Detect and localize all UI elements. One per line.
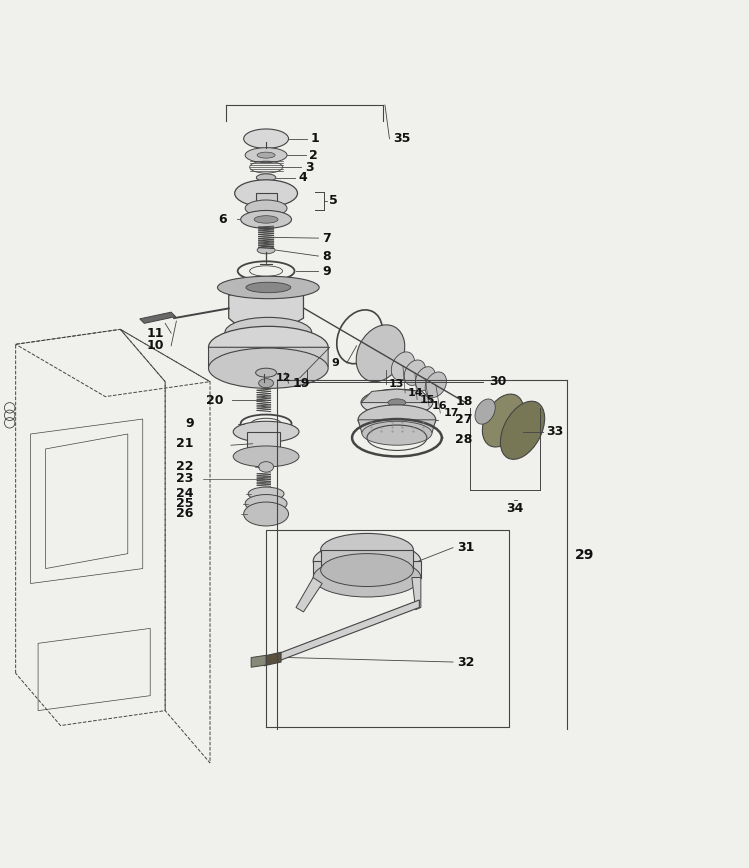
Text: 32: 32 (457, 655, 474, 668)
Text: 2: 2 (309, 148, 318, 161)
Text: 6: 6 (218, 213, 226, 226)
Ellipse shape (246, 282, 291, 293)
Text: 24: 24 (176, 487, 193, 500)
Polygon shape (313, 561, 421, 577)
Ellipse shape (245, 200, 287, 216)
Ellipse shape (404, 360, 425, 385)
Polygon shape (361, 389, 433, 403)
Text: 14: 14 (408, 388, 424, 398)
Text: 13: 13 (389, 379, 404, 389)
Ellipse shape (256, 174, 276, 181)
Ellipse shape (313, 558, 421, 597)
Text: 20: 20 (206, 394, 223, 407)
Polygon shape (228, 285, 303, 331)
Text: 18: 18 (455, 395, 473, 408)
Polygon shape (208, 347, 328, 374)
Text: 23: 23 (176, 472, 193, 485)
Polygon shape (251, 655, 266, 667)
Polygon shape (412, 577, 421, 609)
Text: 26: 26 (176, 508, 193, 521)
Polygon shape (321, 550, 413, 570)
Text: 31: 31 (457, 541, 474, 554)
Ellipse shape (362, 421, 432, 445)
Ellipse shape (245, 495, 287, 512)
Text: 17: 17 (443, 408, 459, 418)
Ellipse shape (357, 325, 404, 382)
Text: 27: 27 (455, 413, 473, 426)
Ellipse shape (245, 148, 287, 162)
Text: 3: 3 (305, 161, 314, 174)
Ellipse shape (258, 462, 273, 472)
Text: 22: 22 (176, 460, 193, 473)
Ellipse shape (234, 180, 297, 207)
Text: 35: 35 (393, 132, 410, 145)
Ellipse shape (482, 394, 524, 447)
Polygon shape (358, 420, 436, 433)
Ellipse shape (233, 421, 299, 442)
Ellipse shape (243, 502, 288, 526)
Ellipse shape (361, 389, 433, 416)
Text: 7: 7 (322, 232, 331, 245)
Ellipse shape (416, 366, 435, 391)
Text: 5: 5 (329, 194, 338, 207)
Ellipse shape (248, 487, 284, 501)
Ellipse shape (321, 534, 413, 566)
Ellipse shape (257, 152, 275, 158)
Ellipse shape (321, 554, 413, 587)
Text: 33: 33 (547, 425, 564, 438)
Text: 25: 25 (176, 497, 193, 510)
Ellipse shape (257, 247, 275, 253)
Ellipse shape (217, 276, 319, 299)
Ellipse shape (225, 318, 312, 347)
Polygon shape (255, 194, 276, 208)
Ellipse shape (391, 352, 414, 380)
Ellipse shape (254, 215, 278, 223)
Text: 12: 12 (276, 373, 291, 383)
Ellipse shape (240, 210, 291, 228)
Text: 9: 9 (185, 417, 193, 430)
Text: 16: 16 (432, 401, 448, 411)
Ellipse shape (388, 399, 406, 406)
Text: 4: 4 (298, 171, 307, 184)
Ellipse shape (425, 372, 446, 398)
Text: 28: 28 (455, 433, 473, 446)
Polygon shape (276, 600, 419, 662)
Polygon shape (140, 312, 175, 324)
Ellipse shape (208, 326, 328, 368)
Text: 19: 19 (292, 377, 309, 390)
Text: 21: 21 (176, 437, 193, 450)
Polygon shape (247, 431, 280, 457)
Ellipse shape (258, 378, 273, 388)
Text: 29: 29 (575, 548, 594, 562)
Text: 34: 34 (506, 503, 524, 516)
Ellipse shape (358, 404, 436, 435)
Ellipse shape (313, 542, 421, 581)
Text: 10: 10 (146, 339, 164, 352)
Text: 15: 15 (420, 395, 435, 404)
Ellipse shape (233, 446, 299, 467)
Text: 1: 1 (311, 132, 320, 145)
Ellipse shape (208, 348, 328, 388)
Ellipse shape (243, 129, 288, 148)
Text: 8: 8 (322, 250, 331, 262)
Text: 11: 11 (146, 326, 164, 339)
Polygon shape (264, 653, 281, 666)
Text: 9: 9 (322, 265, 331, 278)
Ellipse shape (475, 399, 495, 424)
Text: 30: 30 (489, 375, 506, 388)
Polygon shape (296, 577, 322, 612)
Ellipse shape (255, 368, 276, 378)
Text: 9: 9 (332, 358, 339, 368)
Ellipse shape (500, 401, 545, 459)
